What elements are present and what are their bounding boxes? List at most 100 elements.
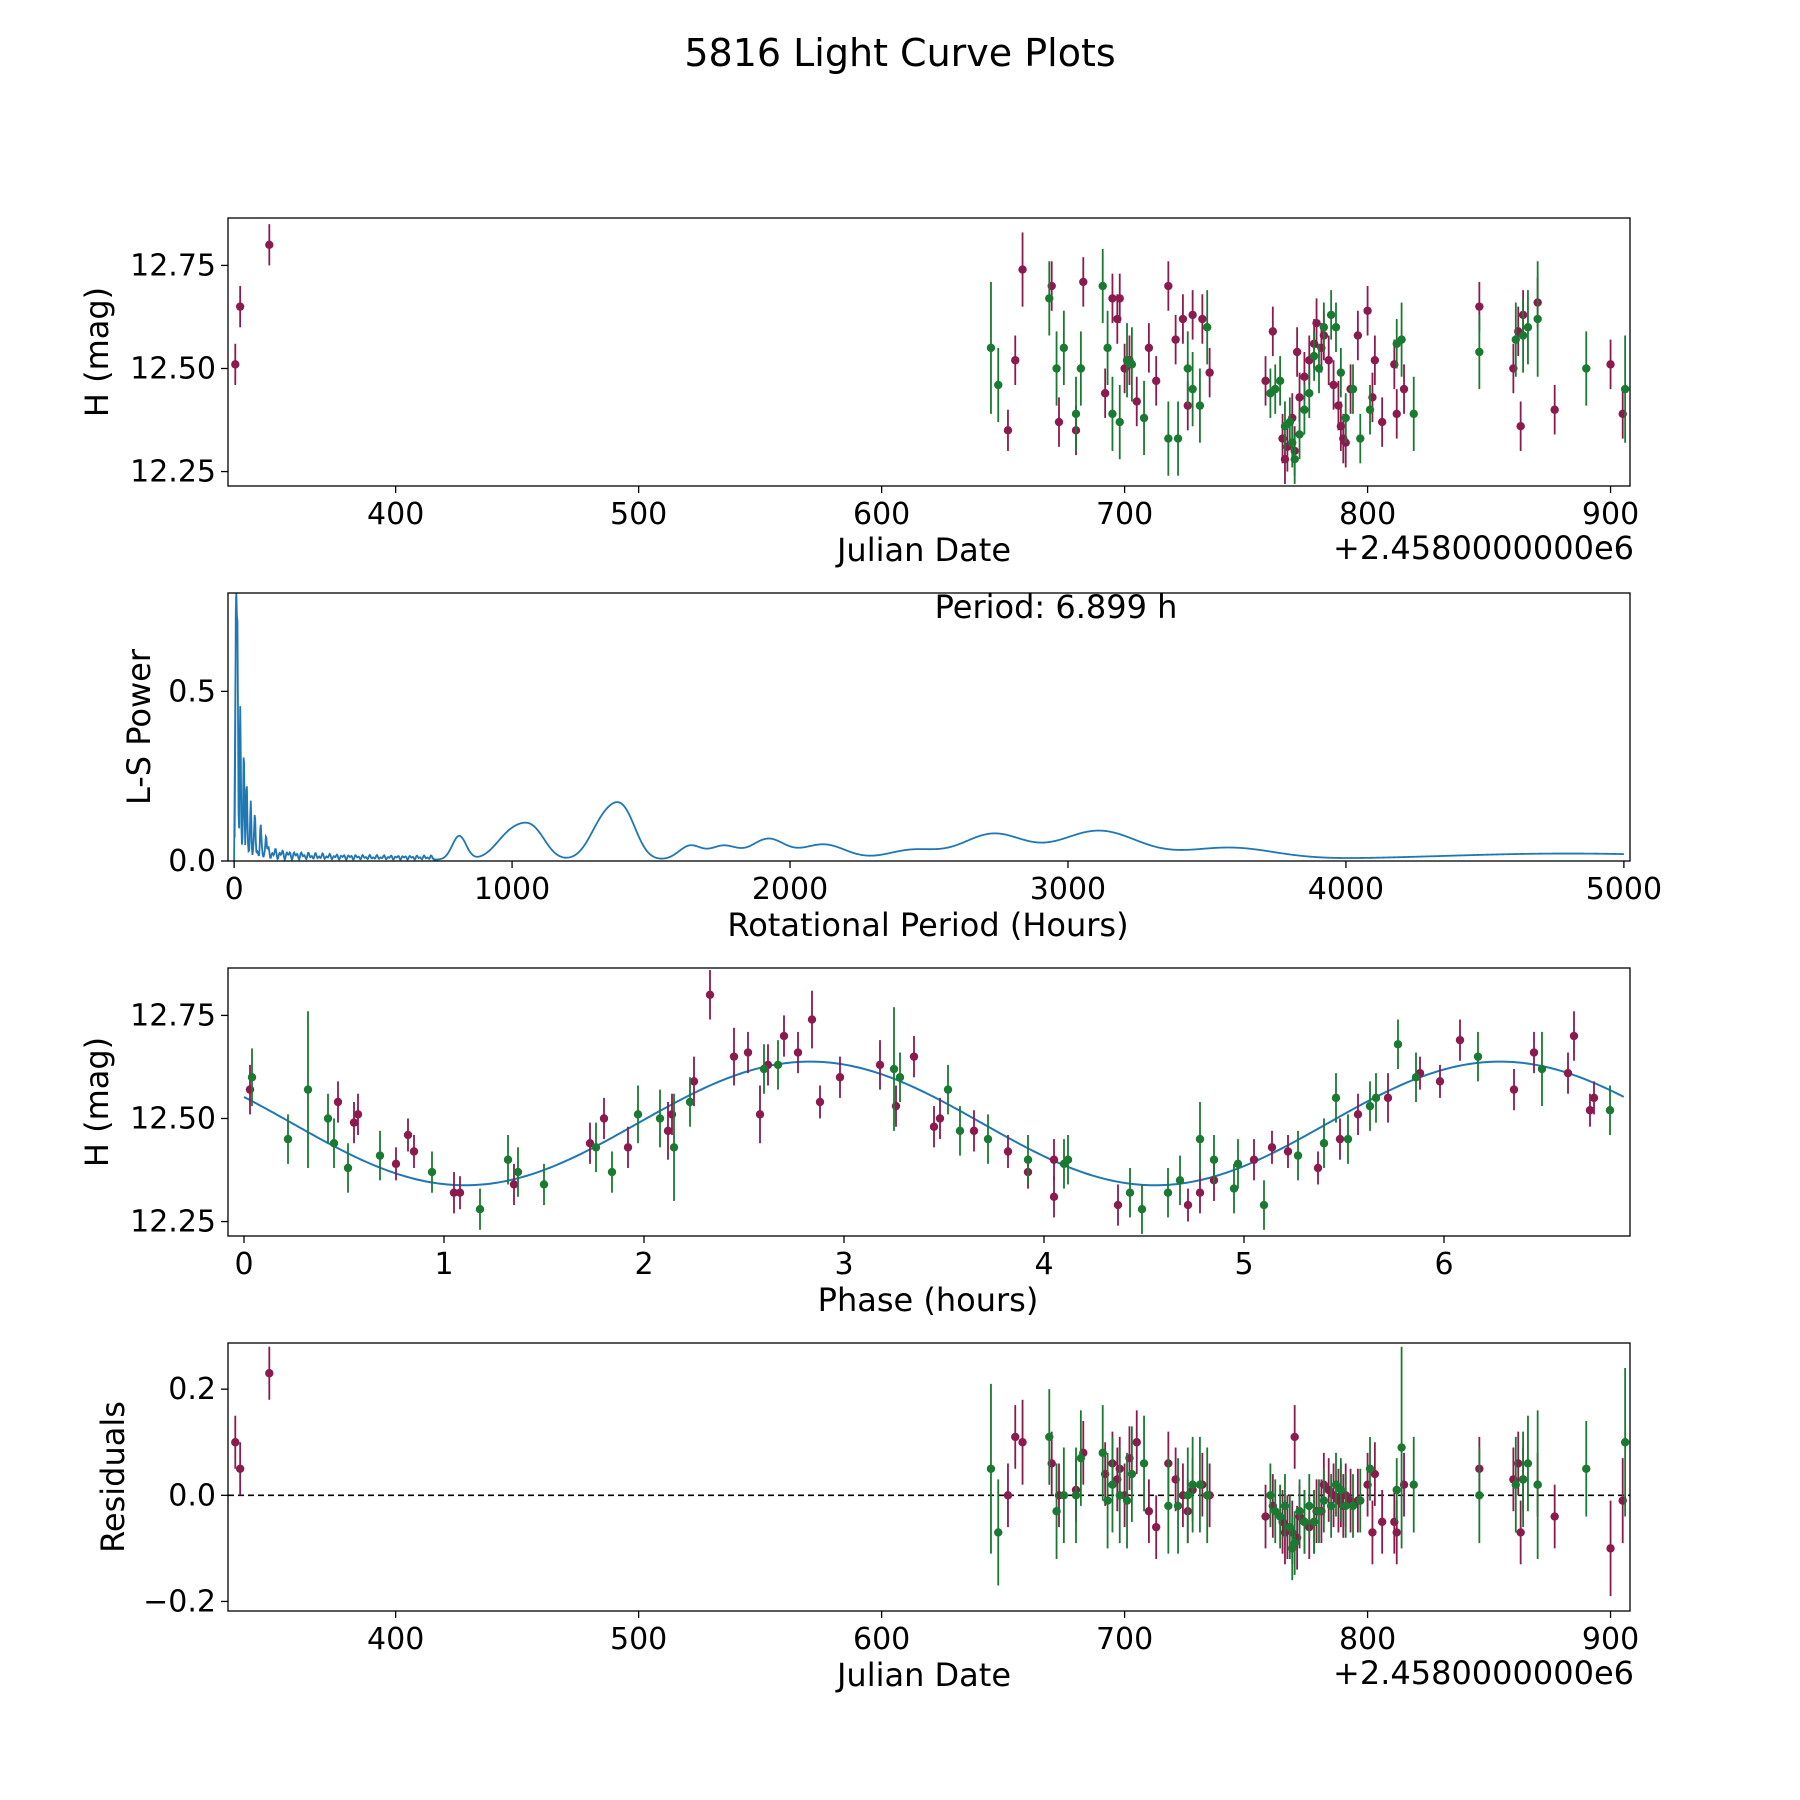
periodogram-y-tick-label: 0.5	[168, 674, 216, 709]
lightcurve-series-maroon	[231, 224, 1627, 484]
phased-point	[475, 1205, 485, 1214]
lightcurve-point	[1268, 327, 1278, 336]
residuals-point	[1280, 1501, 1290, 1511]
residuals-point	[1533, 1480, 1542, 1489]
phased-point	[1283, 1147, 1293, 1156]
phased-point	[1049, 1155, 1059, 1164]
phased-point	[1113, 1200, 1123, 1210]
residuals-point	[1122, 1496, 1132, 1505]
lightcurve-point	[1511, 335, 1520, 344]
phased-point	[391, 1159, 401, 1169]
residuals-point	[1071, 1491, 1081, 1500]
residuals-point	[1295, 1507, 1304, 1516]
phased-point	[1383, 1093, 1393, 1103]
phased-point	[1335, 1134, 1345, 1144]
lightcurve-point	[1353, 331, 1363, 340]
lightcurve-point	[1329, 380, 1338, 390]
lightcurve-point	[1331, 323, 1341, 332]
lightcurve-point	[1292, 347, 1302, 357]
residuals-x-label: Julian Date	[835, 1656, 1011, 1694]
phased-point	[1435, 1077, 1445, 1086]
lightcurve-point	[1305, 389, 1314, 398]
lightcurve-series-green	[986, 248, 1630, 484]
phased-point	[755, 1110, 765, 1119]
periodogram-x-tick-label: 3000	[1030, 872, 1106, 907]
residuals-point	[1183, 1491, 1192, 1500]
phased-point	[1605, 1106, 1615, 1115]
residuals-point	[1290, 1432, 1299, 1442]
phased-x-tick-label: 4	[1034, 1247, 1053, 1282]
residuals-point	[1377, 1517, 1387, 1527]
phased-point	[655, 1114, 665, 1123]
periodogram-x-tick-label: 2000	[752, 872, 828, 907]
residuals-point	[1011, 1432, 1020, 1442]
phased-point	[743, 1048, 753, 1057]
phased-point	[835, 1073, 845, 1082]
lightcurve-point	[231, 360, 240, 369]
residuals-x-tick-label: 700	[1096, 1622, 1153, 1657]
residuals-point	[1132, 1438, 1141, 1447]
residuals-point	[1348, 1501, 1358, 1511]
residuals-point	[1319, 1496, 1329, 1505]
phased-point	[509, 1180, 519, 1189]
residuals-point	[1045, 1432, 1054, 1442]
lightcurve-point	[986, 343, 996, 353]
phased-fit-curve	[243, 1060, 1625, 1187]
periodogram-power-line	[233, 593, 1624, 861]
lightcurve-point	[1606, 360, 1615, 369]
residuals-point	[1108, 1480, 1117, 1489]
residuals-point	[1173, 1501, 1183, 1511]
phased-point	[1163, 1188, 1173, 1197]
phased-point	[375, 1151, 385, 1160]
periodogram-x-tick-label: 5000	[1586, 872, 1662, 907]
periodogram-x-label: Rotational Period (Hours)	[727, 906, 1128, 944]
lightcurve-point	[1295, 430, 1304, 439]
phased-point	[1343, 1134, 1353, 1144]
phased-point	[403, 1130, 413, 1140]
phased-point	[513, 1167, 523, 1177]
residuals-point	[1018, 1438, 1027, 1447]
residuals-point	[1300, 1517, 1309, 1527]
lightcurve-x-label: Julian Date	[835, 531, 1011, 569]
lightcurve-point	[235, 302, 245, 311]
residuals-frame	[227, 1342, 1631, 1612]
phased-point	[1537, 1064, 1547, 1074]
residuals-point	[1341, 1501, 1350, 1511]
phased-x-tick-label: 5	[1234, 1247, 1253, 1282]
phased-point	[1585, 1106, 1595, 1115]
phased-point	[1529, 1048, 1539, 1057]
phased-point	[895, 1073, 905, 1082]
lightcurve-point	[1377, 417, 1387, 427]
phased-point	[427, 1167, 437, 1177]
residuals-point	[1606, 1544, 1615, 1553]
phased-point	[607, 1167, 617, 1177]
lightcurve-point	[1363, 306, 1372, 315]
lightcurve-point	[1336, 368, 1346, 377]
phased-point	[1175, 1176, 1185, 1185]
lightcurve-point	[1115, 294, 1124, 303]
phased-x-tick-label: 1	[434, 1247, 453, 1282]
residuals-point	[1305, 1501, 1314, 1511]
lightcurve-point	[1326, 310, 1336, 320]
residuals-point	[1356, 1496, 1365, 1505]
residuals-y-tick-label: −0.2	[143, 1584, 216, 1619]
phased-point	[1563, 1068, 1573, 1078]
lightcurve-x-tick-label: 400	[367, 497, 424, 532]
phased-point	[1331, 1093, 1341, 1103]
phased-point	[303, 1085, 313, 1094]
lightcurve-point	[1108, 294, 1117, 303]
lightcurve-point	[1178, 314, 1188, 324]
residuals-point	[1392, 1528, 1401, 1537]
phased-point	[705, 990, 715, 999]
phased-point	[623, 1143, 633, 1152]
residuals-plot-area	[228, 1346, 1630, 1597]
lightcurve-point	[1171, 335, 1180, 344]
residuals-point	[1518, 1475, 1528, 1484]
phased-point	[815, 1097, 825, 1107]
phased-point	[455, 1188, 465, 1197]
lightcurve-x-offset: +2.4580000000e6	[1333, 529, 1634, 567]
phased-point	[773, 1060, 783, 1070]
phased-point	[539, 1180, 549, 1189]
residuals-point	[1103, 1496, 1112, 1505]
lightcurve-x-tick-label: 900	[1582, 497, 1639, 532]
